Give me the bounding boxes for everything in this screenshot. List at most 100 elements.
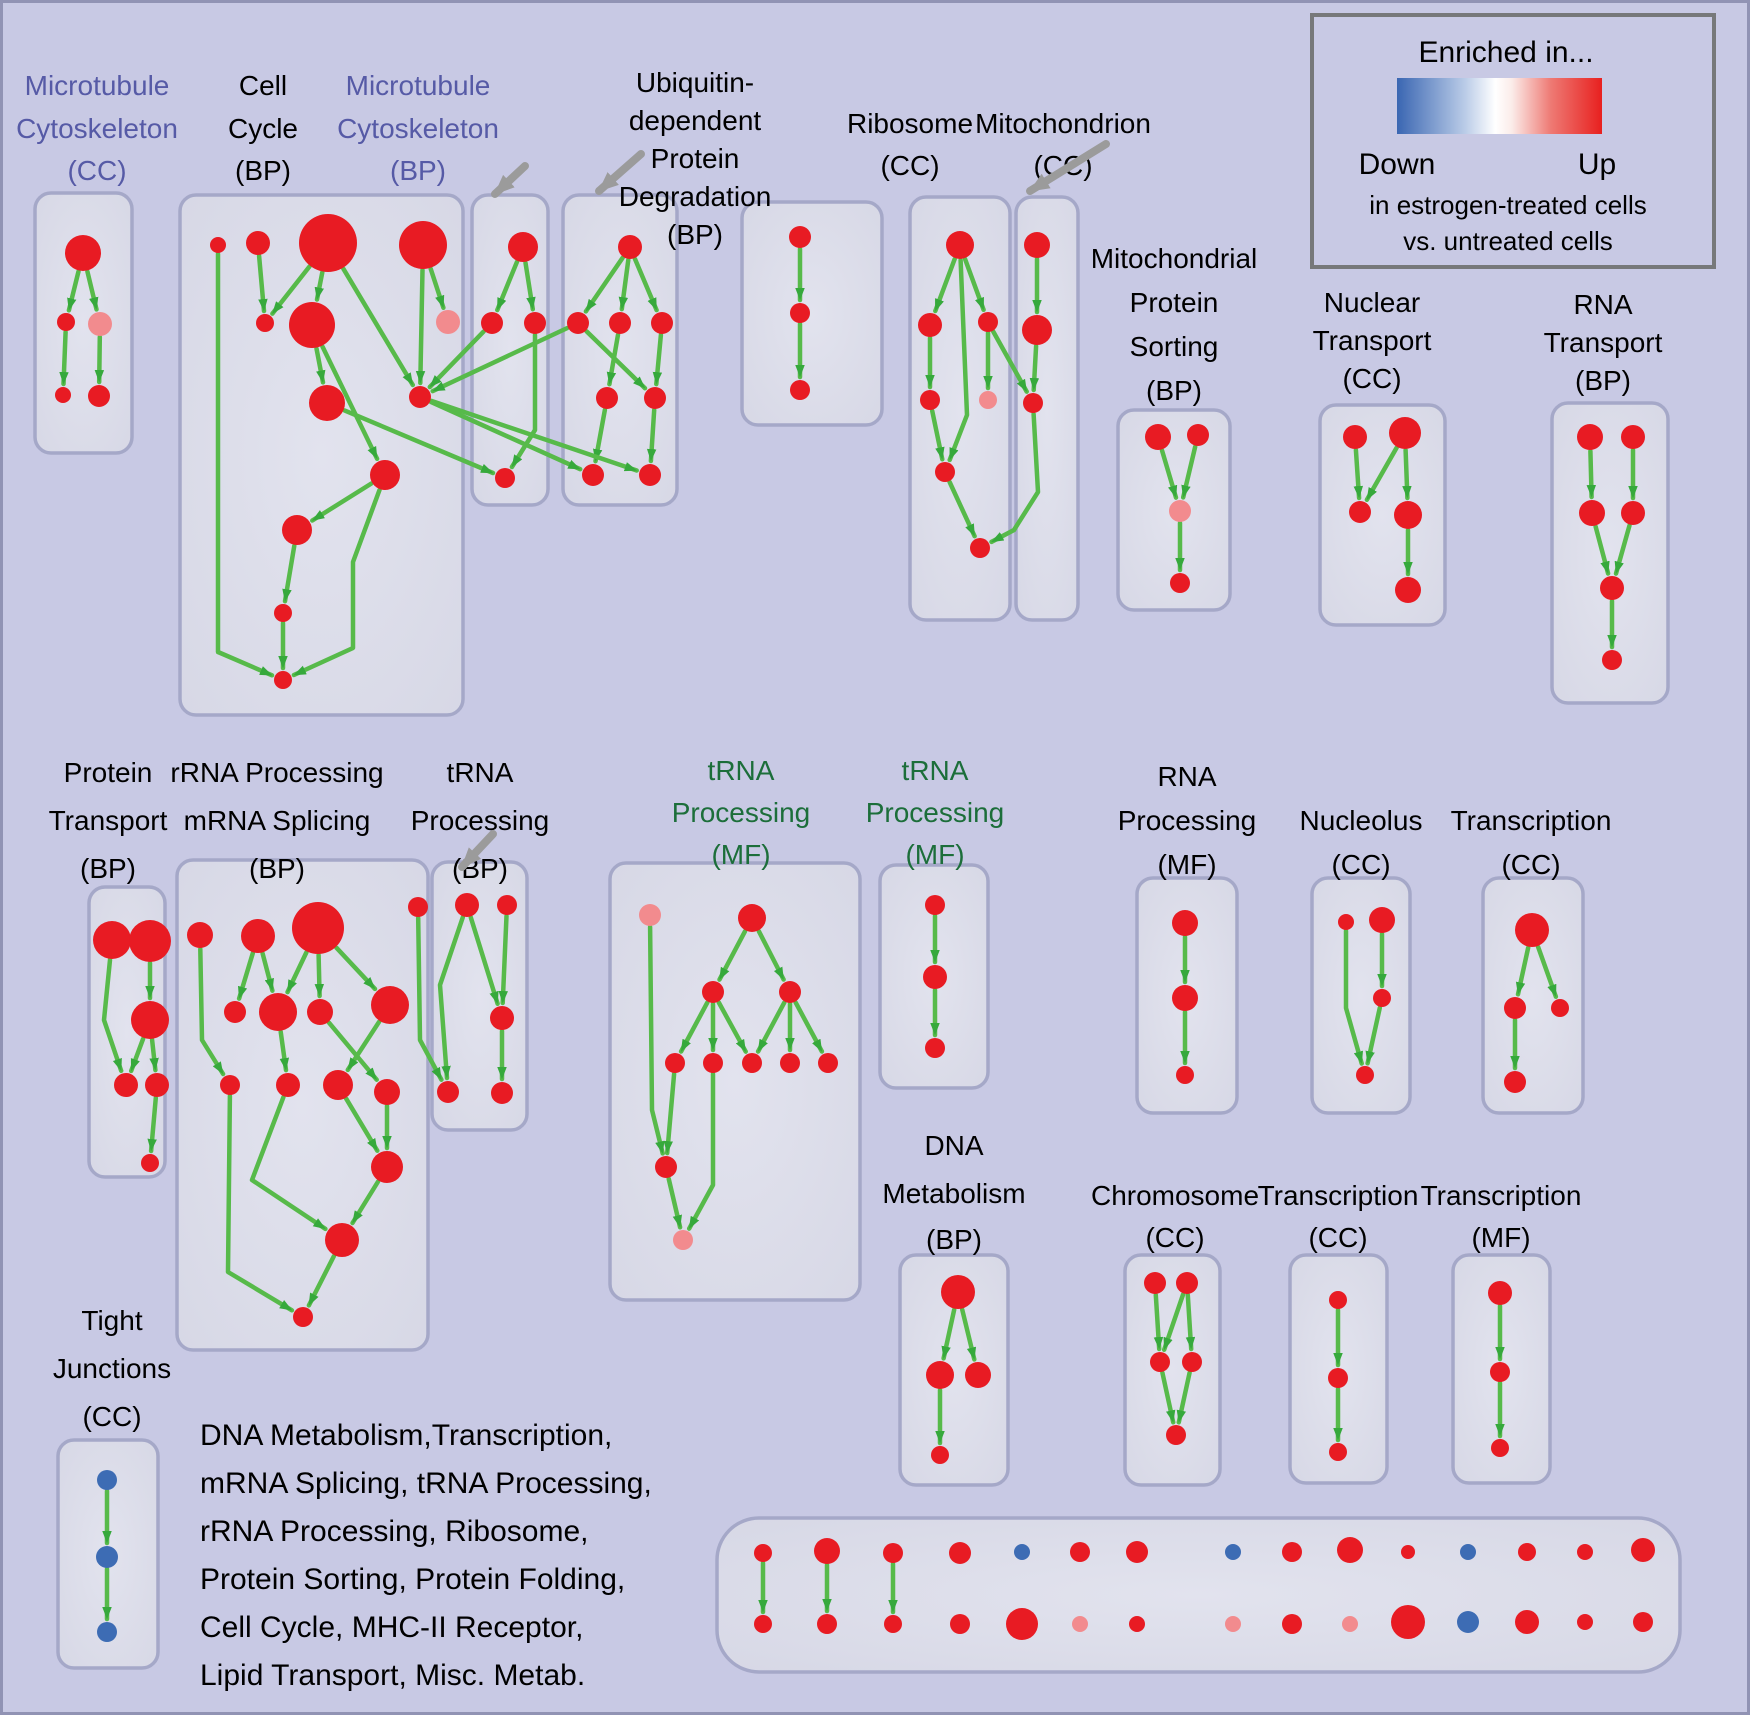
edge	[717, 929, 748, 982]
node	[293, 1307, 313, 1327]
node	[1579, 500, 1605, 526]
edge	[256, 253, 268, 314]
edge	[583, 255, 625, 314]
node	[925, 1038, 945, 1058]
node	[524, 312, 546, 334]
group-label-trna-mf-2-line-0: tRNA	[902, 755, 969, 786]
node	[1172, 910, 1198, 936]
edge	[941, 1307, 957, 1361]
group-label-tight-junctions-line-0: Tight	[81, 1305, 142, 1336]
cross-edge	[429, 398, 639, 473]
node	[941, 1275, 975, 1309]
group-label-rna-transport-line-0: RNA	[1573, 289, 1632, 320]
edge	[1535, 944, 1559, 999]
node	[582, 464, 604, 486]
edge	[1515, 945, 1531, 997]
group-label-rna-processing-mf-line-2: (MF)	[1157, 849, 1216, 880]
edge	[1353, 447, 1364, 501]
node	[1070, 1542, 1090, 1562]
node	[702, 981, 724, 1003]
node	[57, 313, 75, 331]
group-label-mito-sorting-line-2: Sorting	[1130, 331, 1219, 362]
note-line: Protein Sorting, Protein Folding,	[200, 1563, 625, 1596]
legend-up-label: Up	[1578, 148, 1616, 181]
node	[1337, 1537, 1363, 1563]
annotation-arrow	[491, 162, 529, 198]
edge	[1613, 523, 1632, 576]
annotation-arrow	[458, 830, 497, 871]
node	[88, 385, 110, 407]
edge	[666, 1176, 683, 1230]
node	[789, 226, 811, 248]
edge	[314, 346, 326, 385]
node	[742, 1053, 762, 1073]
group-label-trna-mf-1-line-1: Processing	[672, 797, 811, 828]
node	[256, 314, 274, 332]
group-label-rna-processing-mf-line-0: RNA	[1157, 761, 1216, 792]
edge	[1160, 1370, 1176, 1425]
edge	[1153, 1292, 1164, 1352]
node	[309, 385, 345, 421]
edge	[959, 1307, 977, 1362]
note-line: Lipid Transport, Misc. Metab.	[200, 1659, 585, 1692]
node	[790, 303, 810, 323]
edge	[495, 259, 520, 313]
group-label-transcription-cc-mid-line-1: (CC)	[1501, 849, 1560, 880]
node	[1225, 1616, 1241, 1632]
edge	[933, 256, 957, 314]
node	[618, 235, 642, 259]
edge	[437, 915, 466, 1081]
node	[399, 221, 447, 269]
group-label-mito-sorting-line-3: (BP)	[1146, 375, 1202, 406]
node	[371, 1151, 403, 1183]
node	[779, 981, 801, 1003]
node	[817, 1614, 837, 1634]
edge	[334, 945, 378, 992]
node	[97, 1622, 117, 1642]
edge	[962, 256, 986, 313]
node	[1394, 501, 1422, 529]
node	[1176, 1272, 1198, 1294]
edge	[291, 487, 382, 678]
node	[1389, 417, 1421, 449]
node	[299, 214, 357, 272]
group-label-trna-mf-2-line-2: (MF)	[905, 839, 964, 870]
node	[1401, 1545, 1415, 1559]
node	[220, 1075, 240, 1095]
edge	[618, 257, 631, 312]
group-label-rrna-mrna-line-2: (BP)	[249, 853, 305, 884]
node	[1129, 1616, 1145, 1632]
edge	[59, 329, 69, 387]
node	[754, 1544, 772, 1562]
node	[673, 1230, 693, 1250]
group-label-mito-sorting-line-1: Protein	[1130, 287, 1219, 318]
node	[325, 1223, 359, 1257]
node	[1006, 1608, 1038, 1640]
group-label-mitochondrion-line-0: Mitochondrion	[975, 108, 1151, 139]
edge	[947, 257, 970, 463]
group-label-ubiq-right-line-0: Ubiquitin-	[636, 67, 754, 98]
group-label-rna-transport-line-1: Transport	[1544, 327, 1663, 358]
edge	[345, 1019, 382, 1073]
legend-frame	[1310, 13, 1716, 269]
node	[88, 312, 112, 336]
node	[780, 1053, 800, 1073]
node	[409, 386, 431, 408]
group-box-microtubule-cc	[33, 191, 134, 455]
group-box-nucleolus	[1310, 876, 1412, 1115]
edge	[1593, 524, 1611, 576]
node	[1515, 1610, 1539, 1634]
node	[1356, 1066, 1374, 1084]
edge	[647, 924, 665, 1156]
node	[437, 1081, 459, 1103]
node	[1491, 1439, 1509, 1457]
edge	[498, 913, 509, 1006]
legend-subtitle-1: in estrogen-treated cells	[1369, 190, 1646, 220]
group-label-tight-junctions-line-1: Junctions	[53, 1353, 171, 1384]
node	[96, 1546, 118, 1568]
group-label-chromosome-line-0: Chromosome	[1091, 1180, 1259, 1211]
group-label-cell-cycle-line-1: Cycle	[228, 113, 298, 144]
group-label-nucleolus-line-0: Nucleolus	[1300, 805, 1423, 836]
node	[639, 904, 661, 926]
